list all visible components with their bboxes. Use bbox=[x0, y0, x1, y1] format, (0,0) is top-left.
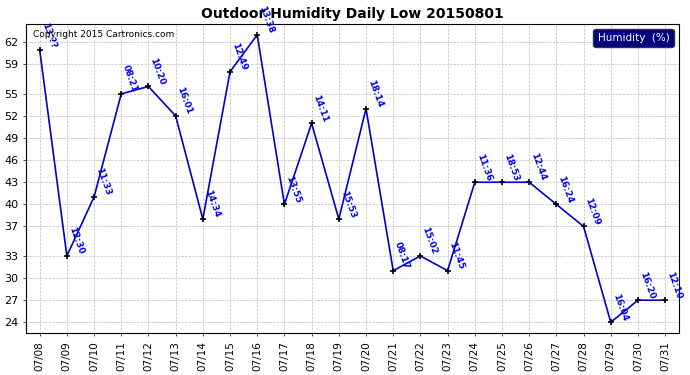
Text: 12:30: 12:30 bbox=[67, 226, 85, 256]
Text: 13:38: 13:38 bbox=[257, 5, 275, 35]
Text: 08:21: 08:21 bbox=[121, 64, 139, 94]
Text: Copyright 2015 Cartronics.com: Copyright 2015 Cartronics.com bbox=[32, 30, 174, 39]
Text: 12:44: 12:44 bbox=[529, 152, 548, 182]
Text: 08:17: 08:17 bbox=[393, 241, 411, 271]
Text: 13:??: 13:?? bbox=[39, 21, 57, 50]
Text: 16:20: 16:20 bbox=[638, 270, 656, 300]
Text: 18:14: 18:14 bbox=[366, 78, 384, 109]
Text: 11:36: 11:36 bbox=[475, 152, 493, 182]
Text: 15:53: 15:53 bbox=[339, 189, 357, 219]
Text: 13:55: 13:55 bbox=[284, 174, 303, 204]
Text: 15:02: 15:02 bbox=[420, 226, 439, 256]
Text: 12:10: 12:10 bbox=[665, 270, 683, 300]
Text: 14:34: 14:34 bbox=[203, 189, 221, 219]
Text: 16:04: 16:04 bbox=[611, 292, 629, 322]
Title: Outdoor Humidity Daily Low 20150801: Outdoor Humidity Daily Low 20150801 bbox=[201, 7, 504, 21]
Legend: Humidity  (%): Humidity (%) bbox=[593, 29, 673, 47]
Text: 14:11: 14:11 bbox=[312, 93, 330, 123]
Text: 10:20: 10:20 bbox=[148, 57, 166, 87]
Text: 11:33: 11:33 bbox=[94, 167, 112, 197]
Text: 12:09: 12:09 bbox=[584, 196, 602, 226]
Text: 11:45: 11:45 bbox=[448, 241, 466, 271]
Text: 18:53: 18:53 bbox=[502, 152, 520, 182]
Text: 16:24: 16:24 bbox=[556, 174, 575, 204]
Text: 12:49: 12:49 bbox=[230, 42, 248, 72]
Text: 16:01: 16:01 bbox=[176, 86, 194, 116]
